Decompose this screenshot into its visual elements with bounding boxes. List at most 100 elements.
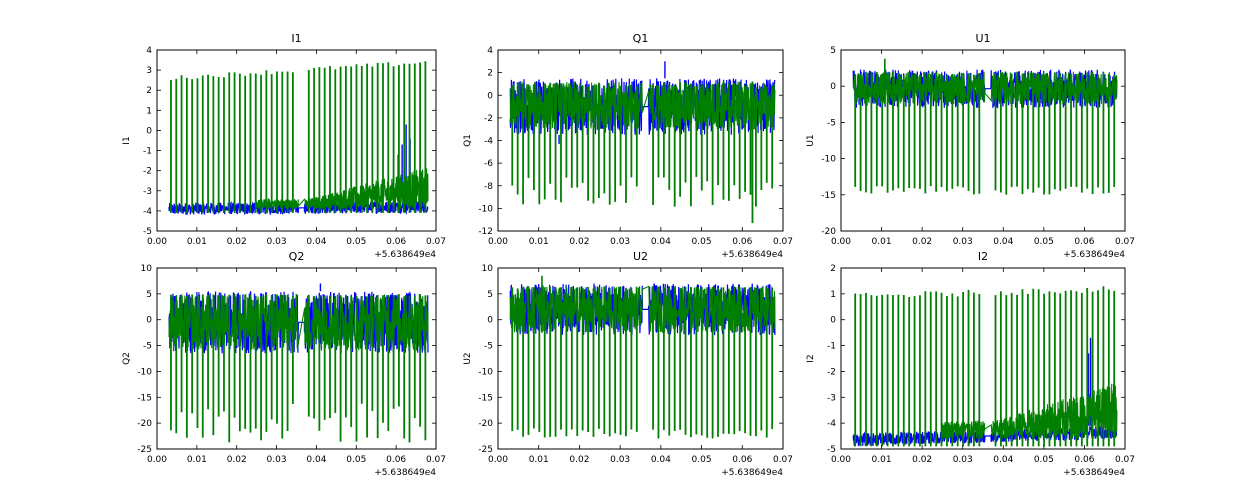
x-tick-label: 0.07 xyxy=(1115,237,1135,247)
y-tick-label: -5 xyxy=(827,118,836,128)
x-tick-label: 0.03 xyxy=(953,237,973,247)
axes-frame xyxy=(156,49,437,232)
x-tick-label: 0.06 xyxy=(732,455,752,465)
series-group xyxy=(509,61,776,224)
x-tick-label: 0.01 xyxy=(529,455,549,465)
panel-i2: 0.00 0.01 0.02 0.03 0.04 0.05 0.06 0.07 2 1 0 -1 -2 -… xyxy=(806,250,1135,478)
y-tick-label: 10 xyxy=(141,264,153,274)
x-tick-label: 0.04 xyxy=(993,237,1013,247)
x-tick-label: 0.06 xyxy=(386,455,406,465)
x-tick-label: 0.03 xyxy=(953,455,973,465)
x-tick-label: 0.05 xyxy=(346,455,366,465)
series-group xyxy=(168,61,429,216)
x-tick-label: 0.07 xyxy=(773,455,793,465)
y-tick-label: -10 xyxy=(478,367,493,377)
series-green-line xyxy=(168,293,429,352)
x-tick-label: 0.00 xyxy=(488,237,508,247)
panel-u2: 0.00 0.01 0.02 0.03 0.04 0.05 0.06 0.07 10 5 0 -5 -1… xyxy=(463,250,793,478)
x-offset-label: +5.638649e4 xyxy=(721,250,783,260)
y-tick-label: -10 xyxy=(137,367,152,377)
y-tick-label: -10 xyxy=(821,155,836,165)
x-tick-label: 0.02 xyxy=(227,455,247,465)
y-tick-label: -25 xyxy=(478,445,493,455)
y-tick-label: 2 xyxy=(146,86,152,96)
x-offset-label: +5.638649e4 xyxy=(721,468,783,478)
y-tick-label: 5 xyxy=(830,46,836,56)
y-tick-label: -10 xyxy=(478,204,493,214)
panel-i1: 0.00 0.01 0.02 0.03 0.04 0.05 0.06 0.07 4 3 2 1 0 -1 -… xyxy=(122,32,446,260)
x-tick-label: 0.04 xyxy=(306,455,326,465)
y-tick-label: -20 xyxy=(478,419,493,429)
y-tick-label: -5 xyxy=(484,342,493,352)
y-axis-label: I2 xyxy=(806,354,816,362)
x-tick-label: 0.00 xyxy=(488,455,508,465)
x-offset-label: +5.638649e4 xyxy=(374,250,436,260)
x-tick-label: 0.02 xyxy=(569,455,589,465)
x-tick-label: 0.04 xyxy=(651,455,671,465)
y-tick-label: 10 xyxy=(482,264,494,274)
y-tick-label: -5 xyxy=(143,227,152,237)
y-tick-label: -4 xyxy=(143,207,152,217)
x-tick-label: 0.04 xyxy=(306,237,326,247)
y-tick-label: -5 xyxy=(827,445,836,455)
series-group xyxy=(852,58,1118,195)
y-tick-label: -25 xyxy=(137,445,152,455)
x-tick-label: 0.00 xyxy=(831,237,851,247)
y-tick-label: -1 xyxy=(827,342,836,352)
chart-title: I1 xyxy=(291,32,301,45)
x-tick-label: 0.02 xyxy=(569,237,589,247)
y-tick-label: -12 xyxy=(478,227,493,237)
x-tick-label: 0.05 xyxy=(692,237,712,247)
panel-q2: 0.00 0.01 0.02 0.03 0.04 0.05 0.06 0.07 10 5 0 -5 -1… xyxy=(122,250,446,478)
x-tick-label: 0.02 xyxy=(912,237,932,247)
x-tick-label: 0.03 xyxy=(267,237,287,247)
y-tick-label: 1 xyxy=(146,106,152,116)
y-tick-label: -2 xyxy=(827,367,836,377)
x-tick-label: 0.05 xyxy=(1034,237,1054,247)
y-tick-label: -8 xyxy=(484,182,493,192)
y-tick-label: -2 xyxy=(484,114,493,124)
y-axis-label: Q2 xyxy=(122,352,132,365)
y-axis-label: Q1 xyxy=(463,134,473,147)
x-tick-label: 0.01 xyxy=(187,237,207,247)
y-tick-label: 0 xyxy=(487,316,493,326)
x-tick-label: 0.05 xyxy=(692,455,712,465)
series-blue-line xyxy=(168,200,429,216)
x-tick-label: 0.01 xyxy=(529,237,549,247)
series-group xyxy=(168,283,429,443)
x-tick-label: 0.06 xyxy=(1074,237,1094,247)
y-tick-label: 0 xyxy=(146,126,152,136)
y-tick-label: 5 xyxy=(146,290,152,300)
y-tick-label: -2 xyxy=(143,167,152,177)
y-tick-label: 4 xyxy=(487,46,493,56)
chart-title: Q2 xyxy=(289,250,305,263)
y-axis-label: U2 xyxy=(463,352,473,364)
series-group xyxy=(509,275,776,439)
x-tick-label: 0.00 xyxy=(147,237,167,247)
y-tick-label: -3 xyxy=(143,187,152,197)
axes-frame xyxy=(156,267,437,450)
x-offset-label: +5.638649e4 xyxy=(1063,468,1125,478)
x-tick-label: 0.06 xyxy=(732,237,752,247)
x-tick-label: 0.04 xyxy=(651,237,671,247)
y-tick-label: 3 xyxy=(146,66,152,76)
y-tick-label: 0 xyxy=(830,82,836,92)
x-tick-label: 0.03 xyxy=(610,455,630,465)
y-tick-label: -15 xyxy=(137,393,152,403)
y-tick-label: 2 xyxy=(487,69,493,79)
y-tick-label: -4 xyxy=(827,419,836,429)
axes-frame xyxy=(840,267,1126,450)
x-tick-label: 0.07 xyxy=(426,455,446,465)
x-tick-label: 0.03 xyxy=(610,237,630,247)
x-tick-label: 0.04 xyxy=(993,455,1013,465)
x-tick-label: 0.07 xyxy=(1115,455,1135,465)
y-tick-label: 0 xyxy=(146,316,152,326)
y-tick-label: -15 xyxy=(821,191,836,201)
y-tick-label: -20 xyxy=(137,419,152,429)
series-green-line xyxy=(509,285,776,334)
y-tick-label: -1 xyxy=(143,147,152,157)
y-tick-label: 4 xyxy=(146,46,152,56)
chart-title: U2 xyxy=(633,250,648,263)
y-axis-label: I1 xyxy=(122,136,132,144)
